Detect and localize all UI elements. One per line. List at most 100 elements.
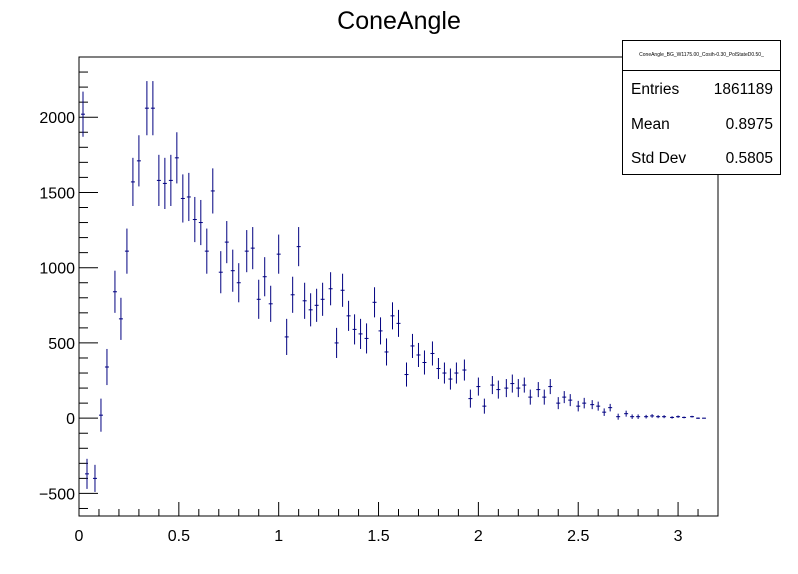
x-tick-label: 1 <box>274 528 283 545</box>
data-point <box>302 282 307 319</box>
data-point <box>236 263 241 303</box>
data-point <box>602 408 607 416</box>
y-tick-label: 500 <box>48 336 75 353</box>
data-point <box>468 389 473 408</box>
chart-title: ConeAngle <box>337 7 461 35</box>
stats-row-entries: Entries 1861189 <box>623 73 780 107</box>
y-tick-label: 1000 <box>39 261 75 278</box>
data-point <box>390 302 395 330</box>
data-point <box>168 154 173 206</box>
data-point <box>670 416 675 419</box>
data-point <box>482 398 487 414</box>
x-tick-label: 1.5 <box>367 528 389 545</box>
data-point <box>192 196 197 243</box>
data-point <box>262 257 267 297</box>
data-point <box>422 350 427 375</box>
data-point <box>378 317 383 345</box>
data-point <box>334 327 339 358</box>
data-point <box>676 415 681 418</box>
data-point <box>314 288 319 322</box>
data-point <box>556 397 561 410</box>
data-point <box>162 157 167 209</box>
data-point <box>490 376 495 395</box>
data-point <box>522 377 527 393</box>
data-point <box>656 415 661 419</box>
data-point <box>682 416 687 419</box>
data-point <box>174 132 179 184</box>
x-tick-label: 0.5 <box>168 528 190 545</box>
data-point <box>624 410 629 417</box>
data-point <box>144 81 149 136</box>
stats-row-mean: Mean 0.8975 <box>623 108 780 142</box>
data-point <box>542 389 547 405</box>
data-point <box>436 357 441 380</box>
stats-header: ConeAngle_BG_W1175.00_Cosih-0.30_PolStat… <box>623 41 780 71</box>
x-tick-label: 2 <box>474 528 483 545</box>
data-point <box>130 157 135 206</box>
stats-key: Entries <box>631 81 680 98</box>
y-tick-label: 0 <box>66 411 75 428</box>
data-point <box>180 174 185 223</box>
data-point <box>92 464 97 492</box>
data-point <box>198 199 203 246</box>
data-point <box>430 341 435 366</box>
data-point <box>562 391 567 404</box>
data-point <box>510 374 515 393</box>
data-point <box>630 414 635 419</box>
data-point <box>636 414 641 419</box>
data-point <box>290 276 295 313</box>
stats-value: 1861189 <box>713 81 773 98</box>
data-point <box>696 417 701 419</box>
data-point <box>448 368 453 390</box>
data-point <box>548 379 553 395</box>
data-point <box>268 285 273 322</box>
x-tick-label: 0 <box>75 528 84 545</box>
y-tick-label: 2000 <box>39 110 75 127</box>
x-tick-label: 3 <box>674 528 683 545</box>
data-point <box>454 362 459 384</box>
data-point <box>662 415 667 419</box>
stats-value: 0.5805 <box>725 150 773 167</box>
data-point <box>644 414 649 419</box>
data-point <box>650 414 655 418</box>
data-point <box>118 297 123 340</box>
data-point <box>346 300 351 331</box>
data-point <box>568 394 573 407</box>
x-tick-label: 2.5 <box>567 528 589 545</box>
data-point <box>84 458 89 489</box>
data-point <box>590 400 595 410</box>
data-point <box>616 413 621 420</box>
data-point <box>150 81 155 136</box>
data-point <box>702 417 707 419</box>
data-point <box>462 359 467 381</box>
data-point <box>80 91 85 137</box>
data-point <box>136 135 141 187</box>
data-point <box>276 234 281 274</box>
data-point <box>364 323 369 354</box>
data-point <box>186 172 191 222</box>
data-point <box>244 230 249 273</box>
stats-box: ConeAngle_BG_W1175.00_Cosih-0.30_PolStat… <box>622 40 781 175</box>
data-point <box>256 279 261 319</box>
data-point <box>284 318 289 355</box>
data-point <box>442 362 447 384</box>
data-point <box>250 227 255 270</box>
data-point <box>328 272 333 306</box>
data-point <box>396 309 401 337</box>
data-point <box>476 377 481 396</box>
data-point <box>352 314 357 345</box>
data-point <box>608 403 613 412</box>
data-point <box>358 318 363 349</box>
data-point <box>296 227 301 267</box>
data-point <box>416 342 421 368</box>
data-point <box>124 228 129 274</box>
data-point <box>384 338 389 366</box>
data-point <box>582 397 587 409</box>
data-point <box>528 389 533 405</box>
data-point <box>536 382 541 398</box>
data-point <box>410 333 415 358</box>
data-point <box>308 293 313 327</box>
data-point <box>496 380 501 399</box>
data-point <box>156 154 161 206</box>
